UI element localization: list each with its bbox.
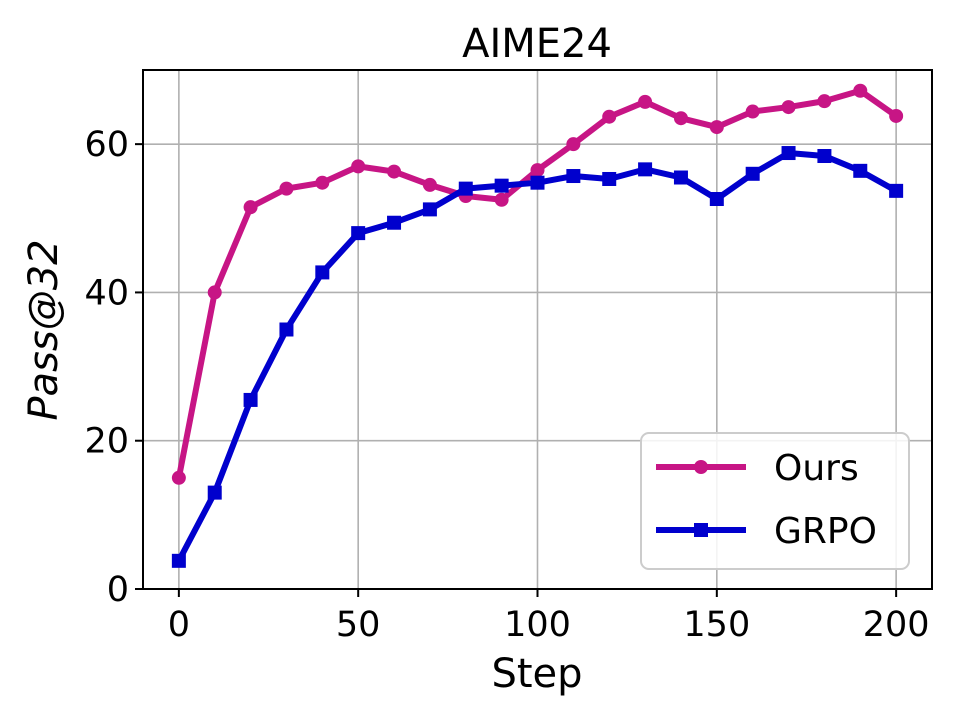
x-axis-label: Step xyxy=(491,651,582,697)
series-layer xyxy=(171,83,904,568)
data-point-ours-120 xyxy=(602,109,617,124)
data-point-grpo-130 xyxy=(638,162,653,177)
data-point-ours-200 xyxy=(889,108,904,123)
data-point-ours-110 xyxy=(566,137,581,152)
data-point-grpo-170 xyxy=(781,146,796,161)
data-point-ours-40 xyxy=(315,175,330,190)
data-point-ours-190 xyxy=(853,83,868,98)
data-point-ours-20 xyxy=(243,200,258,215)
data-point-ours-130 xyxy=(638,94,653,109)
data-point-ours-140 xyxy=(673,111,688,126)
data-point-grpo-180 xyxy=(817,149,832,164)
data-point-ours-60 xyxy=(387,164,402,179)
data-point-grpo-190 xyxy=(853,163,868,178)
data-point-grpo-0 xyxy=(171,553,186,568)
data-point-grpo-140 xyxy=(673,170,688,185)
data-point-grpo-40 xyxy=(315,265,330,280)
data-point-grpo-200 xyxy=(889,183,904,198)
data-point-ours-0 xyxy=(171,470,186,485)
x-axis: 0 50 100 150 200 xyxy=(168,589,930,645)
data-point-grpo-20 xyxy=(243,392,258,407)
data-point-ours-150 xyxy=(709,120,724,135)
data-point-grpo-50 xyxy=(351,226,366,241)
data-point-grpo-10 xyxy=(207,485,222,500)
y-axis: 0 20 40 60 xyxy=(84,125,143,610)
data-point-grpo-120 xyxy=(602,171,617,186)
data-point-grpo-30 xyxy=(279,322,294,337)
data-point-ours-50 xyxy=(351,159,366,174)
data-point-ours-10 xyxy=(207,285,222,300)
data-point-grpo-90 xyxy=(494,178,509,193)
data-point-grpo-60 xyxy=(387,215,402,230)
data-point-ours-170 xyxy=(781,100,796,115)
y-axis-label: Pass@32 xyxy=(21,239,67,420)
legend: Ours GRPO xyxy=(640,432,910,570)
data-point-ours-180 xyxy=(817,94,832,109)
series-ours xyxy=(171,83,904,485)
x-tick-label-100: 100 xyxy=(504,605,571,645)
data-point-ours-160 xyxy=(745,104,760,119)
legend-marker-ours xyxy=(694,460,708,474)
x-tick-label-0: 0 xyxy=(168,605,190,645)
legend-marker-grpo xyxy=(694,523,708,537)
legend-label-grpo: GRPO xyxy=(774,511,877,552)
y-tick-label-20: 20 xyxy=(84,422,129,462)
legend-label-ours: Ours xyxy=(774,448,859,489)
series-grpo xyxy=(171,146,904,568)
data-point-ours-90 xyxy=(494,192,509,207)
data-point-ours-100 xyxy=(530,163,545,178)
data-point-grpo-70 xyxy=(422,202,437,217)
data-point-ours-30 xyxy=(279,181,294,196)
y-tick-label-0: 0 xyxy=(107,570,129,610)
data-point-grpo-110 xyxy=(566,169,581,184)
data-point-grpo-80 xyxy=(458,181,473,196)
x-tick-label-50: 50 xyxy=(336,605,381,645)
data-point-grpo-150 xyxy=(709,192,724,207)
x-tick-label-200: 200 xyxy=(863,605,930,645)
data-point-ours-70 xyxy=(422,177,437,192)
data-point-grpo-100 xyxy=(530,175,545,190)
data-point-grpo-160 xyxy=(745,166,760,181)
y-tick-label-40: 40 xyxy=(84,273,129,313)
chart-title: AIME24 xyxy=(462,21,612,67)
x-tick-label-150: 150 xyxy=(683,605,750,645)
y-tick-label-60: 60 xyxy=(84,125,129,165)
